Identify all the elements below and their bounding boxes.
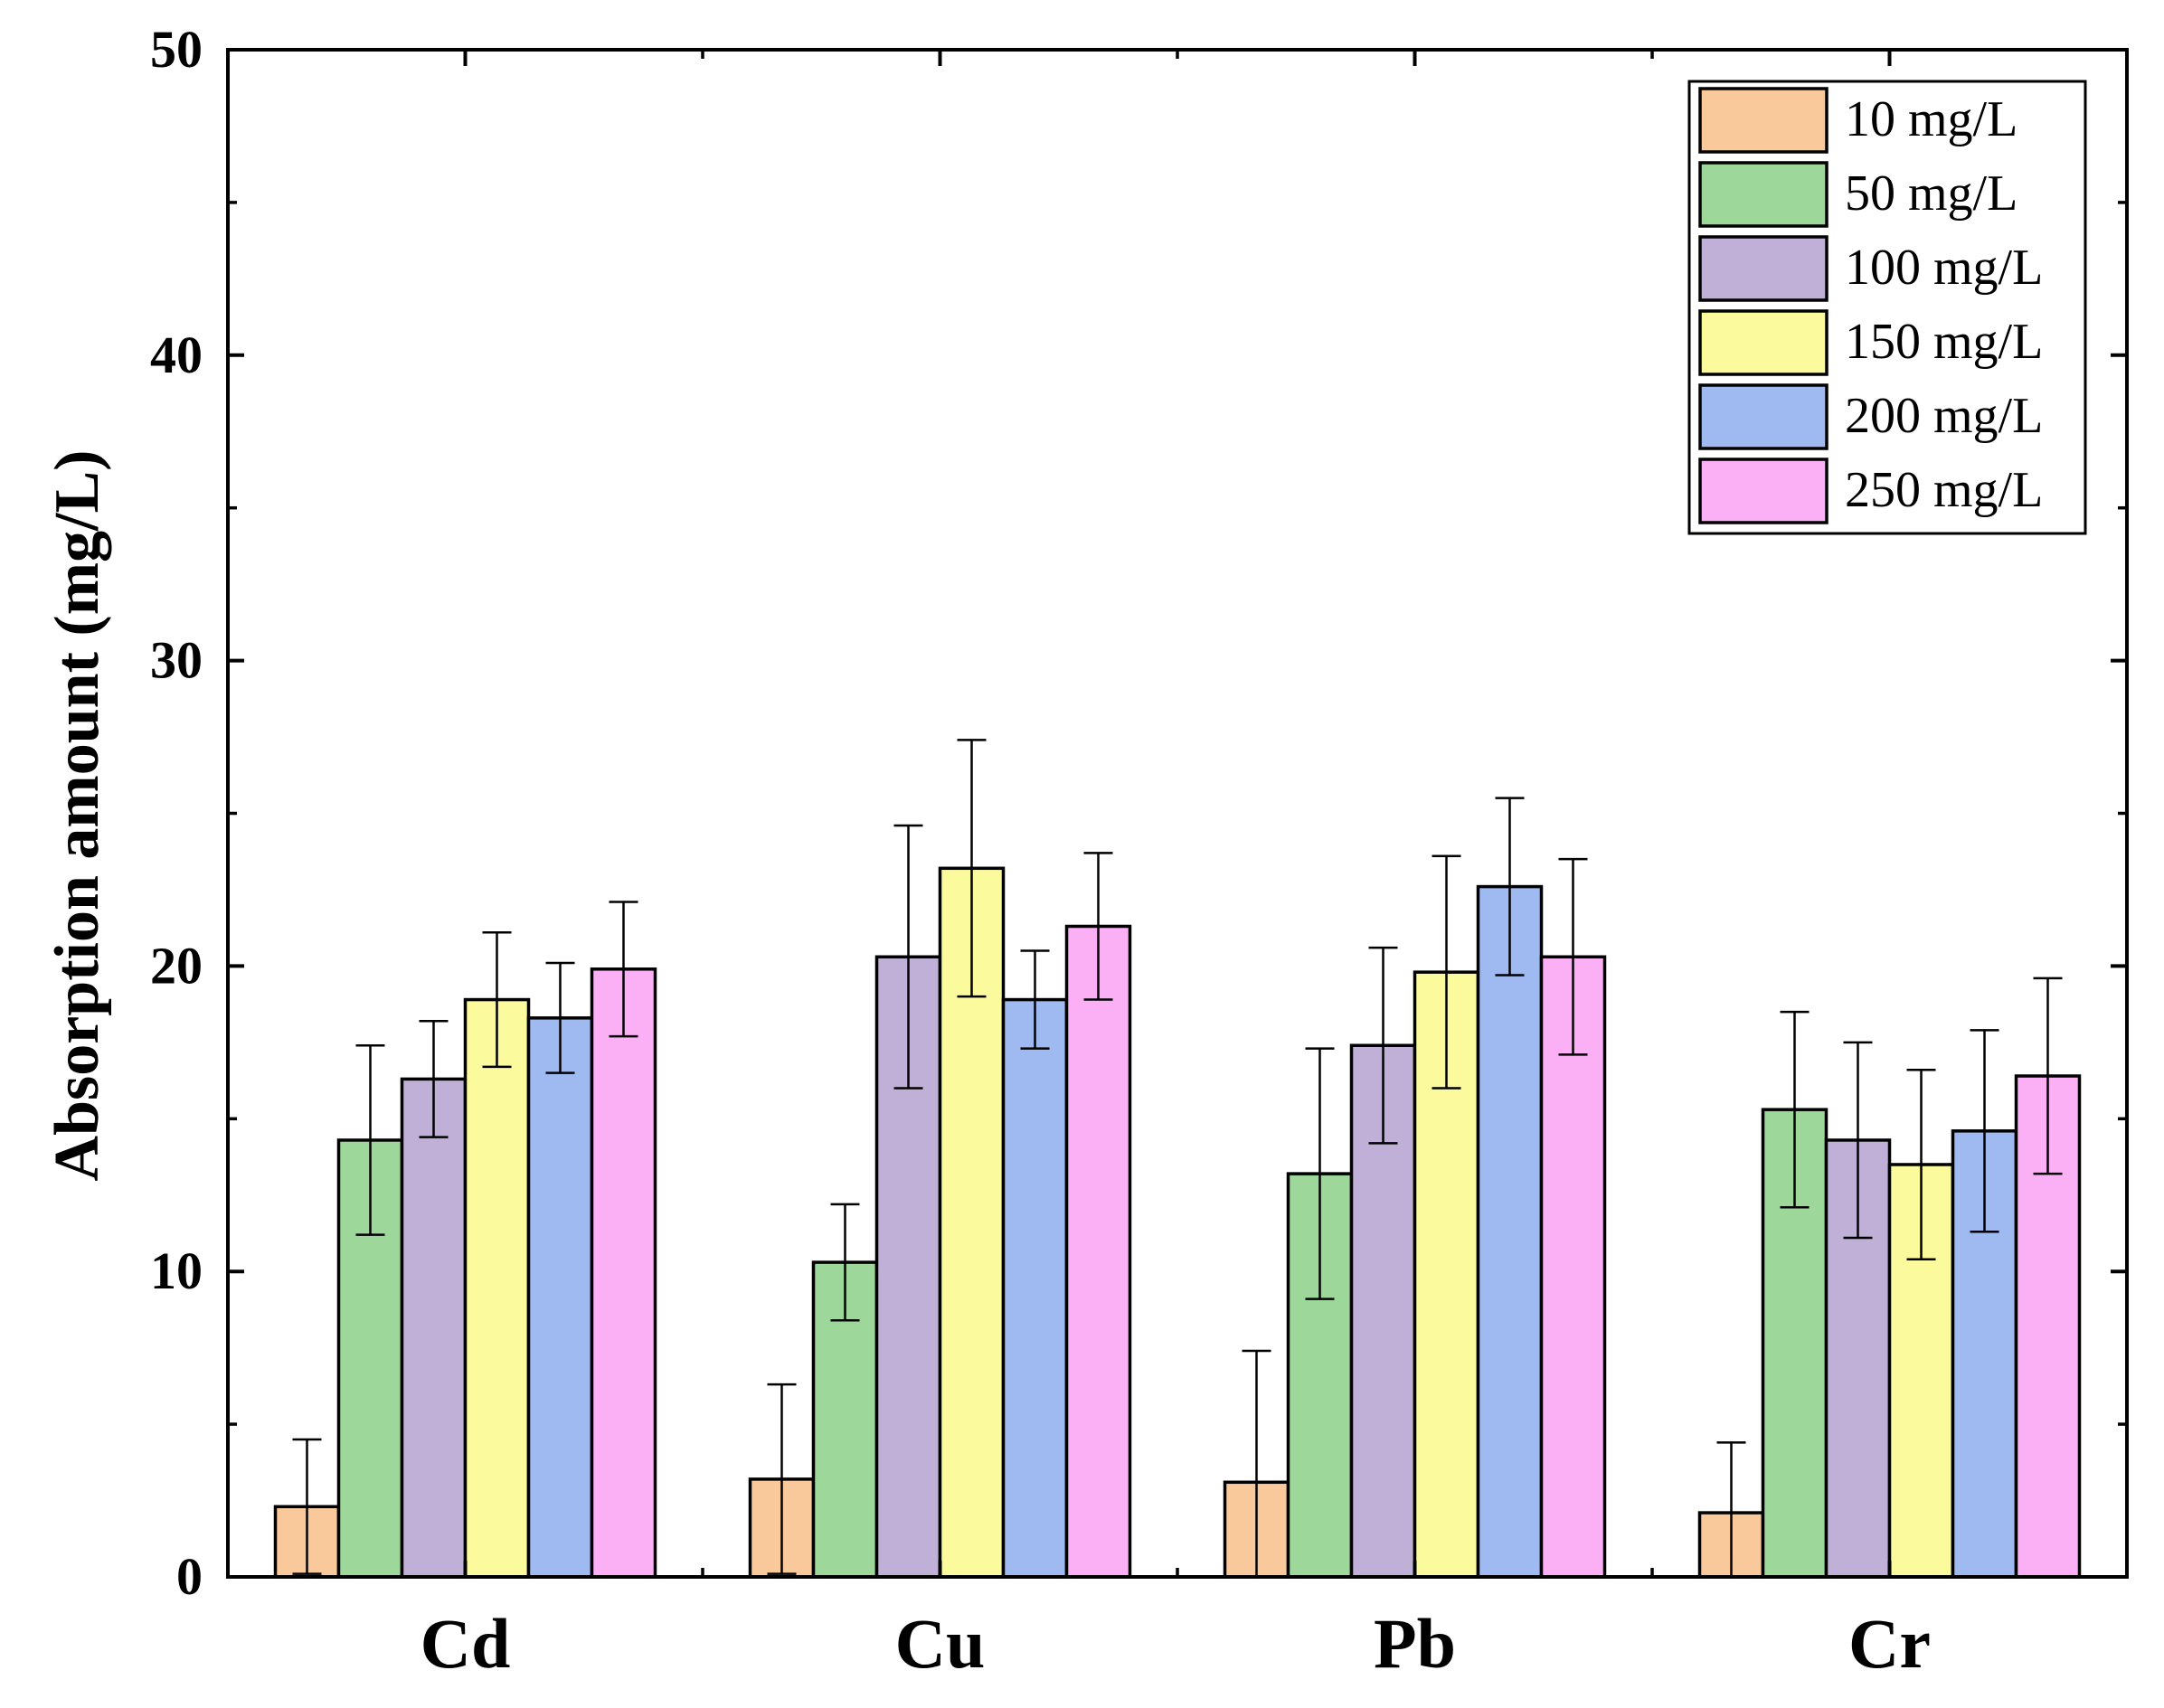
legend-label: 50 mg/L: [1845, 165, 2018, 222]
error-bar: [1432, 854, 1461, 1090]
bar-cd-200mg-l: [526, 1016, 594, 1579]
y-tick-label: 0: [176, 1547, 203, 1606]
y-tick-label: 50: [150, 20, 203, 79]
x-tick-label: Pb: [1374, 1604, 1456, 1683]
error-bar: [830, 1203, 860, 1322]
y-tick-label: 20: [150, 936, 203, 995]
legend-item: 200 mg/L: [1698, 383, 2043, 450]
legend-swatch: [1698, 383, 1829, 450]
legend-label: 10 mg/L: [1845, 91, 2018, 147]
legend-item: 150 mg/L: [1698, 309, 2043, 376]
error-bar: [482, 930, 512, 1069]
legend-item: 100 mg/L: [1698, 235, 2043, 302]
error-bar: [2033, 977, 2063, 1175]
error-bar: [1843, 1041, 1873, 1240]
error-bar: [1906, 1069, 1936, 1260]
y-tick-label: 30: [150, 631, 203, 690]
error-bar: [355, 1043, 385, 1236]
bars-layer: [273, 739, 2082, 1579]
legend-swatch: [1698, 309, 1829, 376]
bar-cd-150mg-l: [463, 997, 531, 1579]
error-bar: [419, 1019, 449, 1138]
error-bar: [767, 1382, 797, 1575]
legend: 10 mg/L 50 mg/L 100 mg/L 150 mg/L 200 mg/L 25…: [1687, 80, 2087, 535]
legend-item: 50 mg/L: [1698, 161, 2018, 228]
error-bar: [609, 901, 638, 1038]
x-tick-label: Cd: [421, 1604, 511, 1683]
error-bar: [545, 961, 575, 1074]
bar-pb-200mg-l: [1476, 884, 1544, 1579]
y-axis-label: Absorption amount (mg/L): [43, 450, 112, 1182]
legend-label: 200 mg/L: [1845, 388, 2043, 444]
legend-swatch: [1698, 87, 1829, 154]
x-tick-label: Cu: [895, 1604, 986, 1683]
error-bar: [1780, 1010, 1810, 1209]
legend-label: 250 mg/L: [1845, 462, 2043, 518]
legend-swatch: [1698, 235, 1829, 302]
bar-cu-200mg-l: [1001, 997, 1069, 1579]
error-bar: [1305, 1047, 1335, 1300]
x-tick-label: Cr: [1848, 1604, 1931, 1683]
error-bar: [1368, 946, 1398, 1145]
legend-item: 250 mg/L: [1698, 458, 2043, 524]
error-bar: [1558, 857, 1588, 1056]
legend-item: 10 mg/L: [1698, 87, 2018, 154]
error-bar: [292, 1438, 322, 1575]
error-bar: [1970, 1029, 1999, 1233]
error-bar: [957, 739, 987, 998]
legend-swatch: [1698, 161, 1829, 228]
y-tick-label: 40: [150, 326, 203, 384]
legend-swatch: [1698, 458, 1829, 524]
error-bar: [893, 824, 923, 1090]
error-bar: [1495, 797, 1525, 977]
legend-label: 150 mg/L: [1845, 314, 2043, 370]
error-bar: [1083, 852, 1113, 1001]
bar-cd-100mg-l: [400, 1077, 468, 1579]
bar-cu-250mg-l: [1064, 924, 1132, 1579]
error-bar: [1020, 949, 1050, 1050]
bar-cd-250mg-l: [590, 967, 657, 1579]
y-tick-label: 10: [150, 1241, 203, 1300]
bar-pb-250mg-l: [1539, 955, 1607, 1579]
legend-label: 100 mg/L: [1845, 240, 2043, 296]
axes-layer: 0 10 20 30 40 50 Cd Cu Pb Cr: [150, 20, 2129, 1683]
